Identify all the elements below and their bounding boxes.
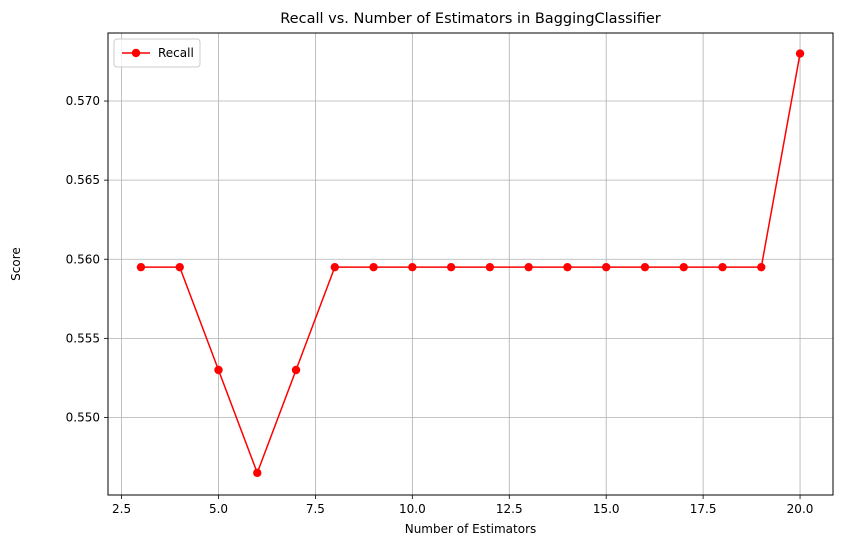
data-point <box>175 262 184 272</box>
y-tick-label: 0.550 <box>66 410 100 424</box>
y-tick-label: 0.560 <box>66 252 100 266</box>
x-tick-label: 5.0 <box>209 502 228 516</box>
data-point <box>369 262 378 272</box>
x-axis-label: Number of Estimators <box>405 522 537 536</box>
y-tick-label: 0.565 <box>66 173 100 187</box>
series-layer <box>136 49 805 478</box>
ticks-layer: 2.5 5.0 7.5 10.0 12.5 15.0 17.5 20.0 0.550 0.555 0… <box>66 94 814 516</box>
y-tick-label: 0.555 <box>66 331 100 345</box>
legend-label-recall: Recall <box>158 46 194 60</box>
data-point <box>795 49 805 58</box>
data-point <box>601 262 611 272</box>
x-tick-label: 12.5 <box>496 502 523 516</box>
series-line-recall <box>140 53 801 475</box>
data-point <box>679 262 688 272</box>
x-tick-label: 15.0 <box>593 502 620 516</box>
legend-marker-swatch <box>131 48 141 58</box>
data-point <box>214 365 223 375</box>
data-point <box>757 262 766 272</box>
x-tick-label: 7.5 <box>306 502 325 516</box>
x-tick-label: 2.5 <box>112 502 131 516</box>
y-tick-label: 0.570 <box>66 94 100 108</box>
legend-box <box>113 38 201 68</box>
data-point <box>485 262 495 272</box>
data-point <box>563 262 572 272</box>
data-point <box>330 262 340 272</box>
data-point <box>136 262 146 272</box>
data-point <box>718 262 727 272</box>
data-point <box>253 468 262 478</box>
data-point <box>408 262 417 272</box>
plot-frame <box>107 32 834 496</box>
chart-title: Recall vs. Number of Estimators in Baggi… <box>280 11 661 27</box>
legend: Recall <box>113 38 201 68</box>
y-axis-label: Score <box>9 247 23 281</box>
x-tick-label: 17.5 <box>690 502 717 516</box>
x-tick-label: 10.0 <box>399 502 426 516</box>
x-tick-label: 20.0 <box>787 502 814 516</box>
data-point <box>640 262 650 272</box>
data-point <box>446 262 456 272</box>
data-point <box>524 262 533 272</box>
data-point <box>291 365 301 375</box>
